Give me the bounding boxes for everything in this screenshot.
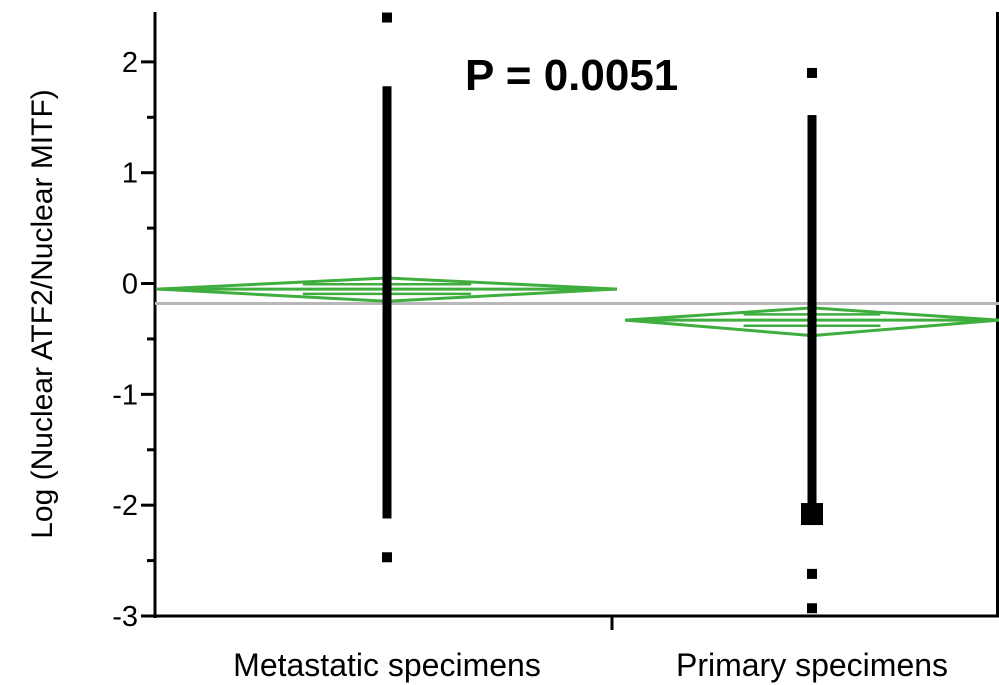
x-category-label: Metastatic specimens [233,647,541,683]
plot-area: 2 1 0 -1 -2 -3 Metastatic specimens Primary spe… [112,12,999,683]
data-points-metastatic [382,86,392,519]
data-point-primary [807,603,817,614]
p-value-annotation: P = 0.0051 [465,51,678,100]
data-point-metastatic [382,552,392,563]
y-axis-label: Log (Nuclear ATF2/Nuclear MITF) [26,89,59,539]
data-point-large-primary [801,503,823,526]
y-axis-title: Log (Nuclear ATF2/Nuclear MITF) [26,89,59,539]
data-point-metastatic [382,12,392,23]
x-category-label: Primary specimens [676,647,948,683]
y-tick-label: -1 [112,379,138,411]
mean-diamond-primary [624,306,999,338]
data-point-primary [807,568,817,579]
y-tick-label: -3 [112,601,138,633]
y-tick-label: 0 [122,269,138,301]
data-points-primary [807,115,817,519]
y-tick-label: 1 [122,158,138,190]
y-tick-label: -2 [112,490,138,522]
data-point-primary [807,67,817,78]
y-tick-label: 2 [122,47,138,79]
